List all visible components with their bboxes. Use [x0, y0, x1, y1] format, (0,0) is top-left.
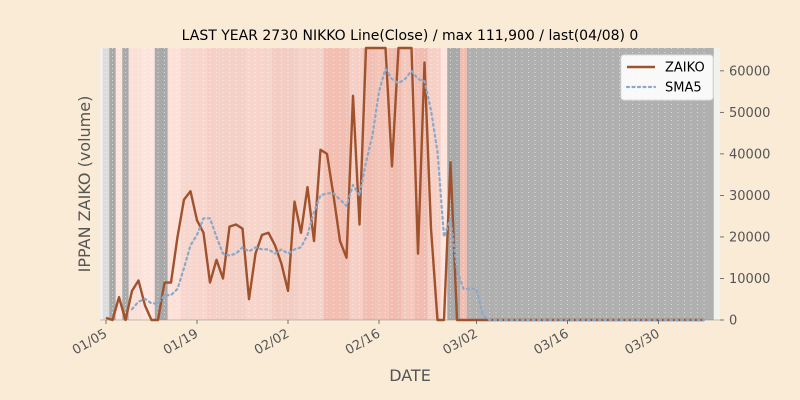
x-tick-label: 01/05 [70, 326, 110, 358]
series-line-sma5 [130, 67, 706, 322]
background-band-13 [297, 48, 324, 320]
background-band-8 [180, 48, 207, 320]
y-axis-label: IPPAN ZAIKO (volume) [75, 96, 94, 273]
legend: ZAIKO SMA5 [620, 54, 714, 101]
legend-label-sma5: SMA5 [665, 81, 702, 96]
grid-lines [100, 48, 720, 321]
y-tick-label: 60000 [729, 64, 770, 79]
y-axis-ticks: 0 10000 20000 30000 40000 50000 60000 [720, 64, 770, 329]
x-axis-label: DATE [389, 366, 431, 385]
background-band-6 [154, 48, 168, 320]
y-tick-label: 50000 [729, 106, 770, 121]
background-band-7 [167, 48, 181, 320]
y-tick-label: 40000 [729, 147, 770, 162]
x-tick-label: 02/16 [343, 326, 383, 358]
x-tick-label: 03/16 [532, 326, 572, 358]
y-tick-label: 10000 [729, 272, 770, 287]
y-tick-label: 0 [729, 314, 737, 329]
background-band-14 [323, 48, 350, 320]
background-band-11 [245, 48, 272, 320]
background-band-4 [128, 48, 142, 320]
series-lines [105, 46, 706, 322]
x-tick-label: 03/30 [623, 326, 663, 358]
chart-title: LAST YEAR 2730 NIKKO Line(Close) / max 1… [182, 28, 639, 44]
y-tick-label: 30000 [729, 189, 770, 204]
x-tick-label: 03/02 [441, 326, 481, 358]
x-axis-ticks: 01/05 01/19 02/02 02/16 03/02 03/16 03/30 [70, 320, 663, 358]
x-tick-label: 01/19 [161, 326, 201, 358]
y-tick-label: 20000 [729, 230, 770, 245]
x-tick-label: 02/02 [252, 326, 292, 358]
background-band-5 [141, 48, 155, 320]
legend-label-zaiko: ZAIKO [665, 61, 705, 76]
